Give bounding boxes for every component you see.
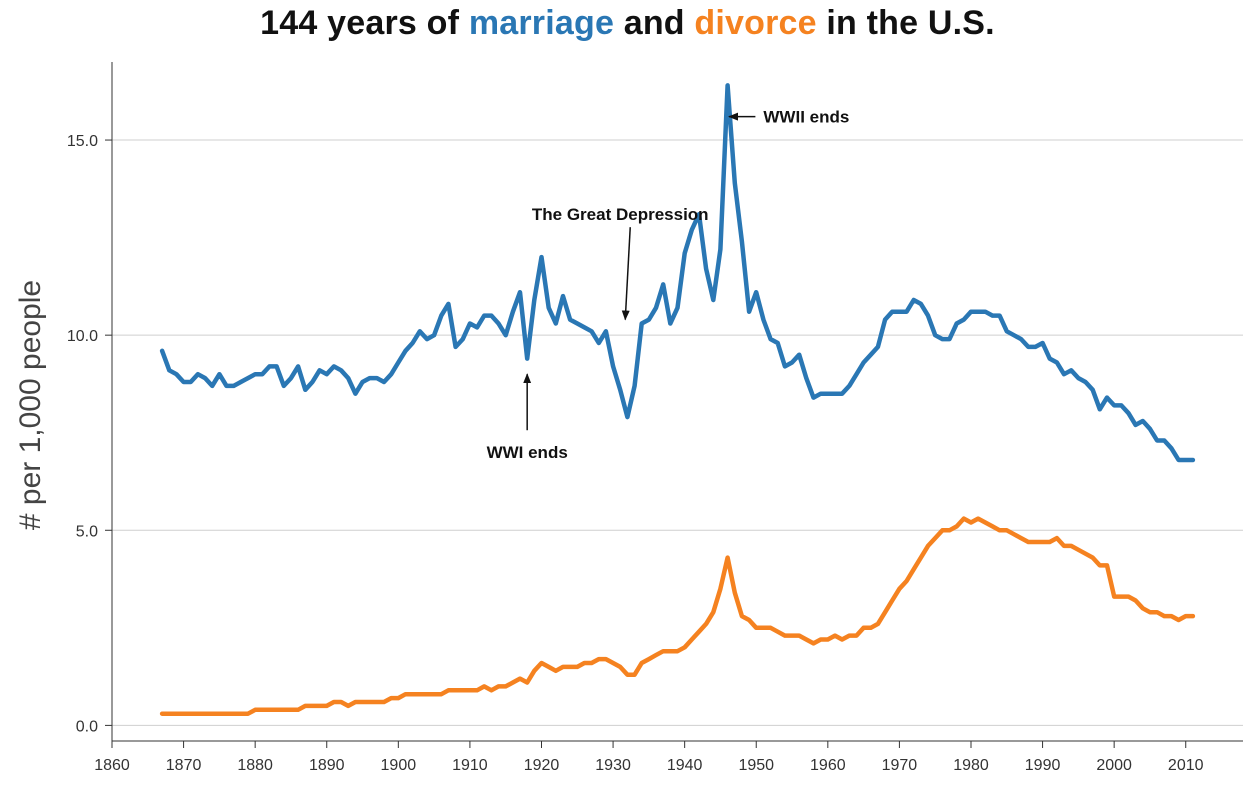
title-divorce-word: divorce (694, 4, 817, 42)
x-tick-label: 2000 (1096, 757, 1132, 774)
x-tick-label: 2010 (1168, 757, 1204, 774)
x-tick-label: 1950 (738, 757, 774, 774)
title-part1: 144 years of (260, 4, 469, 42)
chart-title: 144 years of marriage and divorce in the… (0, 4, 1255, 43)
marriage-series-line (159, 83, 1196, 463)
x-tick-label: 1920 (524, 757, 560, 774)
x-tick-label: 1990 (1025, 757, 1061, 774)
x-tick-label: 1940 (667, 757, 703, 774)
y-tick-label: 0.0 (76, 718, 98, 735)
axes: 0.0 5.0 10.0 15.0 1860 1870 1880 1890 1900 1910 19… (67, 62, 1243, 774)
y-tick-label: 5.0 (76, 523, 98, 540)
y-tick-label: 15.0 (67, 133, 98, 150)
x-tick-label: 1860 (94, 757, 130, 774)
x-tick-label: 1980 (953, 757, 989, 774)
x-tick-label: 1930 (595, 757, 631, 774)
x-tick-label: 1900 (381, 757, 417, 774)
y-tick-label: 10.0 (67, 328, 98, 345)
divorce-series-line (159, 516, 1196, 716)
gridlines (112, 139, 1243, 726)
annotation-label: The Great Depression (532, 205, 709, 224)
annotations: WWII ends The Great Depression WWI ends (487, 108, 850, 463)
annotation-label: WWI ends (487, 443, 568, 462)
annotation-label: WWII ends (763, 108, 849, 127)
x-tick-label: 1890 (309, 757, 345, 774)
title-part3: in the U.S. (816, 4, 995, 42)
series-layer (159, 83, 1196, 716)
x-tick-label: 1880 (237, 757, 273, 774)
title-part2: and (614, 4, 695, 42)
x-tick-label: 1870 (166, 757, 202, 774)
x-tick-label: 1970 (882, 757, 918, 774)
title-marriage-word: marriage (468, 4, 615, 42)
annotation-arrow (621, 227, 631, 321)
x-tick-label: 1960 (810, 757, 846, 774)
y-axis-label: # per 1,000 people (14, 280, 47, 530)
x-tick-label: 1910 (452, 757, 488, 774)
